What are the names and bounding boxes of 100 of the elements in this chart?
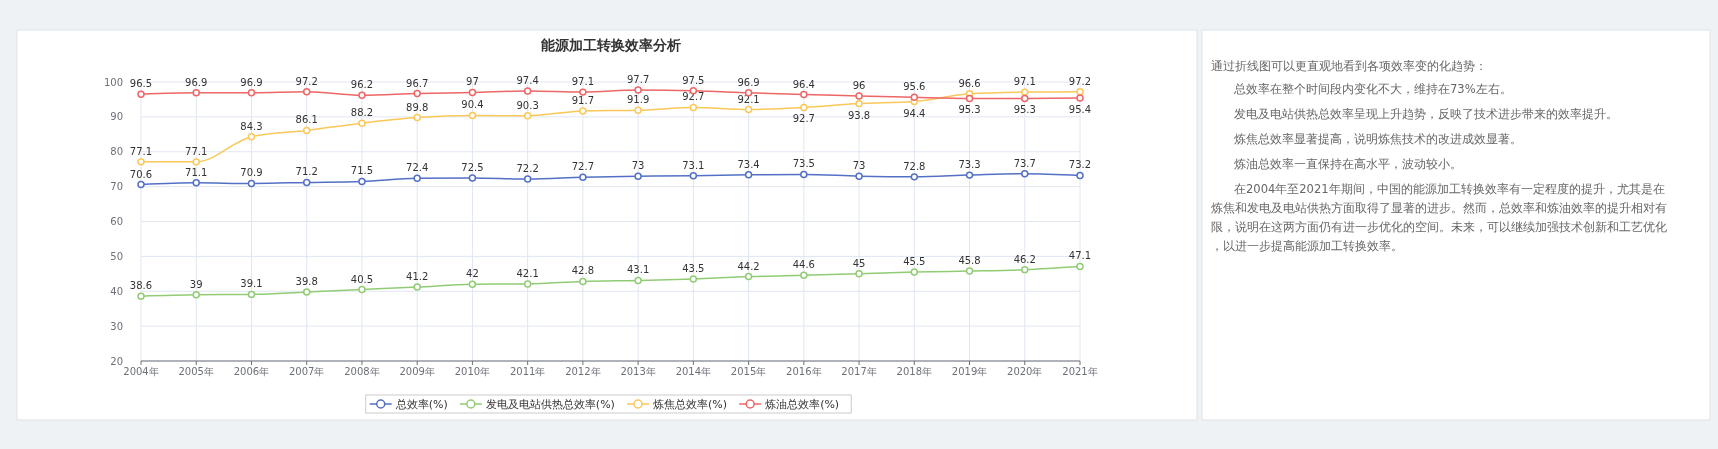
point	[468, 174, 477, 182]
data-label: 96.5	[129, 78, 153, 90]
point	[137, 180, 145, 189]
point	[634, 172, 642, 180]
x-tick-label: 2013年	[620, 366, 656, 377]
data-label: 70.6	[129, 168, 153, 180]
data-label: 97.5	[682, 74, 705, 86]
point	[247, 179, 256, 188]
point	[192, 89, 200, 97]
data-label: 97.2	[295, 75, 318, 87]
data-label: 96.6	[958, 77, 981, 89]
point	[800, 90, 808, 99]
point	[413, 113, 421, 122]
point	[855, 172, 863, 180]
data-label: 45	[852, 257, 866, 269]
point	[358, 119, 366, 127]
point	[800, 103, 808, 112]
data-label: 40.5	[350, 273, 374, 285]
point	[634, 106, 642, 114]
x-tick-label: 2014年	[675, 366, 712, 377]
point	[579, 107, 587, 115]
point	[358, 91, 366, 99]
data-label: 47.1	[1068, 250, 1092, 262]
legend-label: 炼焦总效率(%)	[653, 397, 728, 411]
point	[800, 170, 808, 179]
x-tick-label: 2015年	[730, 366, 767, 377]
x-tick-label: 2017年	[841, 366, 877, 377]
data-label: 89.8	[406, 101, 429, 113]
data-label: 71.5	[350, 165, 374, 177]
data-label: 97.2	[1068, 75, 1092, 87]
data-label: 90.3	[516, 99, 539, 111]
point	[855, 92, 863, 100]
point	[302, 288, 311, 296]
data-label: 97.1	[571, 76, 595, 88]
x-tick-label: 2005年	[178, 366, 214, 377]
point	[302, 126, 311, 135]
point	[468, 280, 477, 288]
y-tick-label: 80	[110, 146, 123, 158]
x-tick-label: 2019年	[951, 366, 988, 377]
data-label: 97.1	[1013, 76, 1036, 88]
text: 炼油总效率一直保持在高水平，波动较小。	[1234, 157, 1462, 171]
point	[192, 179, 200, 187]
data-label: 96	[852, 79, 866, 91]
data-label: 41.2	[406, 271, 429, 283]
x-tick-label: 2004年	[123, 366, 159, 377]
data-label: 70.9	[240, 167, 263, 179]
x-tick-label: 2018年	[896, 366, 933, 377]
point	[192, 158, 200, 166]
text: 在2004年至2021年期间，中国的能源加工转换效率有一定程度的提升，尤其是在炼焦和发电及电站供热方面取得了显著的进步。然而，总效率和炼油效率的提升相对有限，说明在这两方面仍有进一步优化的空间。未来，可以继续加强技术创新和工艺优化，以进一步提高能源加工转换效率。	[1211, 182, 1667, 253]
data-label: 94.4	[903, 107, 926, 119]
point	[523, 112, 532, 120]
text: 总效率在整个时间段内变化不大，维持在73%左右。	[1233, 82, 1512, 96]
point	[468, 88, 477, 97]
point	[689, 275, 698, 283]
point	[689, 103, 698, 112]
point	[302, 178, 311, 187]
point	[855, 270, 863, 278]
legend-label: 炼油总效率(%)	[765, 397, 840, 411]
point	[965, 267, 974, 275]
point	[358, 285, 366, 294]
text: 炼焦总效率显著提高，说明炼焦技术的改进成效显著。	[1234, 132, 1522, 146]
data-label: 72.5	[461, 161, 484, 173]
y-tick-label: 70	[110, 181, 123, 193]
data-label: 42.8	[571, 265, 595, 277]
data-label: 95.4	[1068, 104, 1092, 116]
data-label: 45.5	[903, 256, 926, 268]
x-tick-label: 2012年	[565, 366, 601, 377]
data-label: 73	[852, 160, 866, 172]
point	[1021, 169, 1029, 178]
data-label: 44.2	[737, 260, 760, 272]
point	[1021, 265, 1029, 274]
point	[910, 173, 919, 181]
point	[1076, 94, 1084, 102]
data-label: 73.5	[792, 158, 815, 170]
point	[413, 283, 421, 291]
y-tick-label: 60	[110, 216, 123, 227]
point	[247, 290, 256, 299]
point	[689, 172, 698, 180]
data-label: 45.8	[958, 255, 981, 267]
chart-title: 能源加工转换效率分析	[540, 37, 681, 53]
point	[413, 89, 421, 98]
data-label: 93.8	[847, 109, 871, 121]
x-tick-label: 2007年	[288, 366, 325, 377]
data-label: 43.5	[682, 263, 705, 275]
x-tick-label: 2016年	[786, 366, 822, 377]
text: 发电及电站供热总效率呈现上升趋势，反映了技术进步带来的效率提升。	[1234, 107, 1618, 121]
data-label: 71.1	[185, 166, 208, 178]
point	[744, 171, 753, 179]
data-label: 92.7	[792, 113, 815, 125]
point	[523, 280, 532, 288]
data-label: 43.1	[626, 264, 650, 276]
data-label: 73.3	[958, 159, 981, 171]
point	[965, 171, 974, 179]
y-tick-label: 100	[103, 76, 123, 88]
point	[523, 87, 532, 95]
point	[1076, 262, 1084, 271]
data-label: 42.1	[516, 267, 539, 279]
point	[855, 99, 863, 108]
point	[744, 272, 753, 281]
data-label: 96.9	[185, 76, 208, 88]
